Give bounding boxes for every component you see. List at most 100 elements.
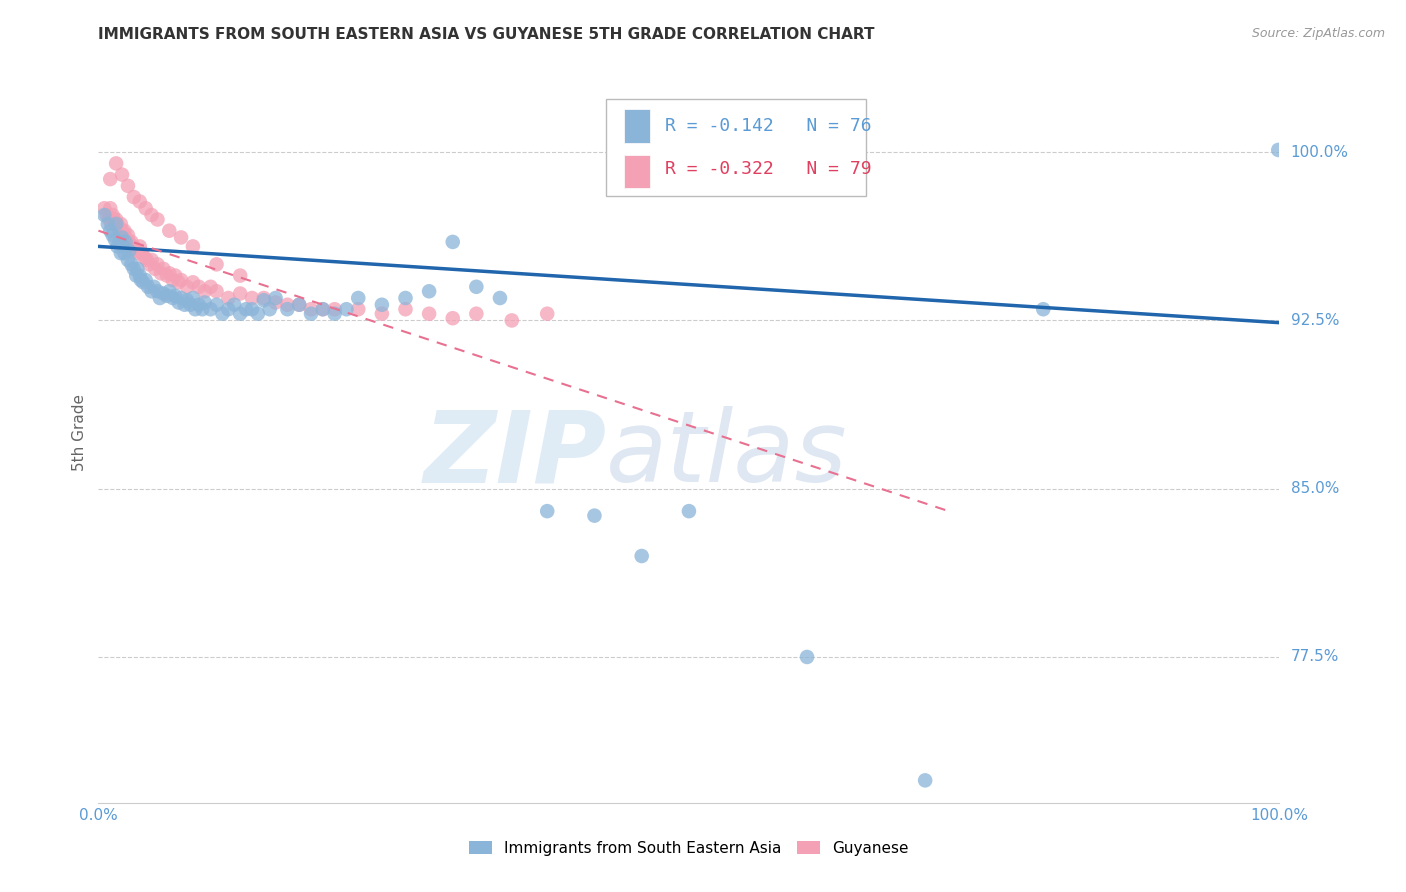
Point (105, 212, 128, 227)
Point (335, 302, 357, 317)
Point (312, 302, 335, 317)
Text: ZIP: ZIP (423, 407, 606, 503)
Point (441, 311, 464, 326)
Point (117, 228, 139, 243)
Point (121, 257, 143, 271)
Point (1032, 302, 1054, 317)
Point (276, 298, 298, 312)
Point (136, 280, 159, 294)
Point (103, 212, 125, 227)
Point (100, 217, 122, 231)
Point (205, 257, 228, 271)
Point (111, 224, 134, 238)
Point (157, 285, 180, 299)
Point (156, 289, 179, 303)
Point (121, 235, 143, 249)
Point (105, 217, 128, 231)
Point (184, 302, 207, 317)
Point (132, 275, 155, 289)
Point (98, 212, 121, 227)
Point (114, 230, 136, 244)
Point (117, 178, 139, 193)
Point (181, 239, 204, 253)
Point (299, 307, 322, 321)
Point (173, 298, 195, 312)
FancyBboxPatch shape (624, 110, 650, 143)
Point (141, 252, 163, 267)
Point (120, 239, 142, 253)
Point (167, 275, 190, 289)
Point (131, 246, 153, 260)
Point (101, 228, 124, 243)
Point (135, 273, 157, 287)
Point (112, 224, 135, 238)
Point (200, 302, 222, 317)
Text: 92.5%: 92.5% (1291, 313, 1339, 328)
Point (125, 268, 148, 283)
Point (191, 302, 214, 317)
Point (111, 230, 134, 244)
Point (165, 289, 187, 303)
Point (112, 246, 135, 260)
Point (536, 307, 558, 321)
Point (465, 280, 488, 294)
Point (129, 273, 152, 287)
Point (93, 201, 115, 215)
Point (259, 302, 281, 317)
Legend: Immigrants from South Eastern Asia, Guyanese: Immigrants from South Eastern Asia, Guya… (463, 835, 915, 862)
Point (104, 233, 127, 247)
Point (194, 285, 217, 299)
Point (229, 307, 252, 321)
Point (125, 244, 148, 258)
Point (240, 291, 263, 305)
Point (170, 273, 193, 287)
Point (394, 302, 416, 317)
Point (205, 298, 228, 312)
Point (371, 307, 394, 321)
Point (128, 268, 150, 283)
Point (678, 504, 700, 518)
Point (181, 291, 204, 305)
Point (146, 212, 169, 227)
Point (536, 504, 558, 518)
FancyBboxPatch shape (624, 154, 650, 188)
Text: R = -0.322   N = 79: R = -0.322 N = 79 (665, 160, 872, 178)
Point (170, 230, 193, 244)
Point (253, 291, 276, 305)
Point (98, 172, 121, 186)
Point (141, 285, 163, 299)
Point (264, 295, 287, 310)
Point (323, 302, 346, 317)
Point (115, 235, 138, 249)
Point (246, 307, 269, 321)
Point (122, 261, 145, 276)
Point (146, 257, 169, 271)
Point (93, 208, 115, 222)
Point (187, 298, 209, 312)
Point (152, 286, 174, 301)
Point (276, 302, 298, 317)
Point (288, 298, 311, 312)
Point (796, 650, 818, 665)
Point (105, 217, 128, 231)
Point (630, 549, 652, 563)
Point (118, 235, 141, 249)
Point (138, 257, 160, 271)
Point (347, 291, 370, 305)
Point (323, 307, 346, 321)
Text: 85.0%: 85.0% (1291, 481, 1339, 496)
Point (141, 208, 163, 222)
Point (200, 280, 222, 294)
Point (105, 239, 128, 253)
Point (217, 291, 239, 305)
Point (128, 194, 150, 209)
Y-axis label: 5th Grade: 5th Grade (72, 394, 87, 471)
Point (1267, 143, 1289, 157)
Point (371, 298, 394, 312)
Point (194, 295, 217, 310)
Point (122, 190, 145, 204)
Point (128, 246, 150, 260)
Point (253, 293, 276, 308)
Point (441, 235, 464, 249)
Point (235, 302, 257, 317)
